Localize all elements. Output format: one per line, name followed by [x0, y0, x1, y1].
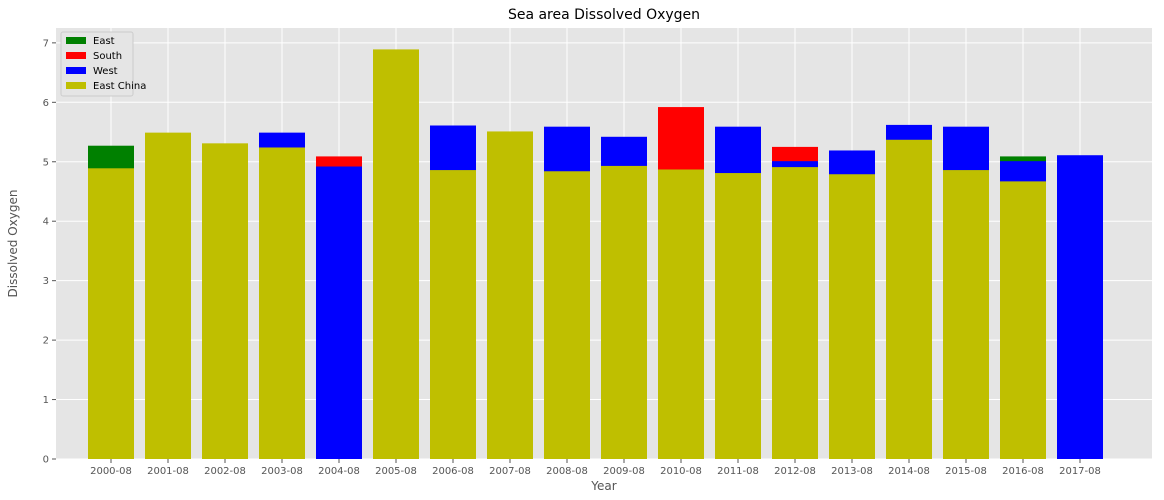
- bar-east-china-2001-08: [145, 132, 191, 459]
- bar-east-china-2005-08: [373, 49, 419, 460]
- x-tick-label: 2006-08: [432, 466, 474, 477]
- x-tick-label: 2005-08: [375, 466, 417, 477]
- bar-east-china-2015-08: [943, 170, 989, 460]
- y-axis-ticks: 0 1 2 3 4 5 6 7: [43, 38, 56, 466]
- bar-east-china-2013-08: [829, 174, 875, 460]
- bar-east-china-2007-08: [487, 131, 533, 459]
- legend-label: West: [93, 66, 118, 77]
- x-tick-label: 2010-08: [660, 466, 702, 477]
- x-axis-label: Year: [590, 479, 616, 493]
- legend-swatch: [66, 37, 86, 44]
- x-tick-label: 2009-08: [603, 466, 645, 477]
- x-tick-label: 2003-08: [261, 466, 303, 477]
- bar-east-china-2006-08: [430, 170, 476, 460]
- x-tick-label: 2008-08: [546, 466, 588, 477]
- x-axis-ticks: 2000-08 2001-08 2002-08 2003-08 2004-08 2005-…: [90, 459, 1101, 477]
- y-axis-label: Dissolved Oxygen: [6, 190, 20, 298]
- x-tick-label: 2004-08: [318, 466, 360, 477]
- legend-label: East China: [93, 81, 146, 92]
- x-tick-label: 2002-08: [204, 466, 246, 477]
- y-tick-label: 6: [43, 98, 49, 109]
- y-tick-label: 0: [43, 455, 49, 466]
- x-tick-label: 2007-08: [489, 466, 531, 477]
- legend-label: East: [93, 36, 115, 47]
- bar-east-china-2012-08: [772, 167, 818, 460]
- bar-east-china-2009-08: [601, 165, 647, 460]
- y-tick-label: 4: [43, 217, 49, 228]
- x-tick-label: 2016-08: [1002, 466, 1044, 477]
- y-tick-label: 3: [43, 276, 49, 287]
- x-tick-label: 2015-08: [945, 466, 987, 477]
- x-tick-label: 2014-08: [888, 466, 930, 477]
- bar-east-china-2016-08: [1000, 181, 1046, 459]
- legend-swatch: [66, 67, 86, 74]
- x-tick-label: 2000-08: [90, 466, 132, 477]
- bar-west-2004-08: [316, 166, 362, 460]
- bar-east-china-2008-08: [544, 171, 590, 460]
- x-tick-label: 2011-08: [717, 466, 759, 477]
- y-tick-label: 7: [43, 38, 49, 49]
- bar-east-china-2014-08: [886, 139, 932, 459]
- chart-title: Sea area Dissolved Oxygen: [508, 7, 700, 23]
- bar-east-china-2000-08: [88, 168, 134, 460]
- y-tick-label: 5: [43, 157, 49, 168]
- x-tick-label: 2017-08: [1059, 466, 1101, 477]
- x-tick-label: 2001-08: [147, 466, 189, 477]
- bar-east-china-2011-08: [715, 173, 761, 460]
- bar-east-china-2010-08: [658, 169, 704, 460]
- legend: East South West East China: [60, 31, 146, 97]
- bar-east-china-2002-08: [202, 143, 248, 459]
- x-tick-label: 2013-08: [831, 466, 873, 477]
- bar-west-2017-08: [1057, 155, 1103, 460]
- legend-swatch: [66, 52, 86, 59]
- x-tick-label: 2012-08: [774, 466, 816, 477]
- y-tick-label: 1: [43, 395, 49, 406]
- y-tick-label: 2: [43, 336, 49, 347]
- legend-swatch: [66, 82, 86, 89]
- legend-box: [60, 31, 134, 97]
- bars: [88, 49, 1103, 460]
- bar-east-china-2003-08: [259, 147, 305, 459]
- legend-label: South: [93, 51, 122, 62]
